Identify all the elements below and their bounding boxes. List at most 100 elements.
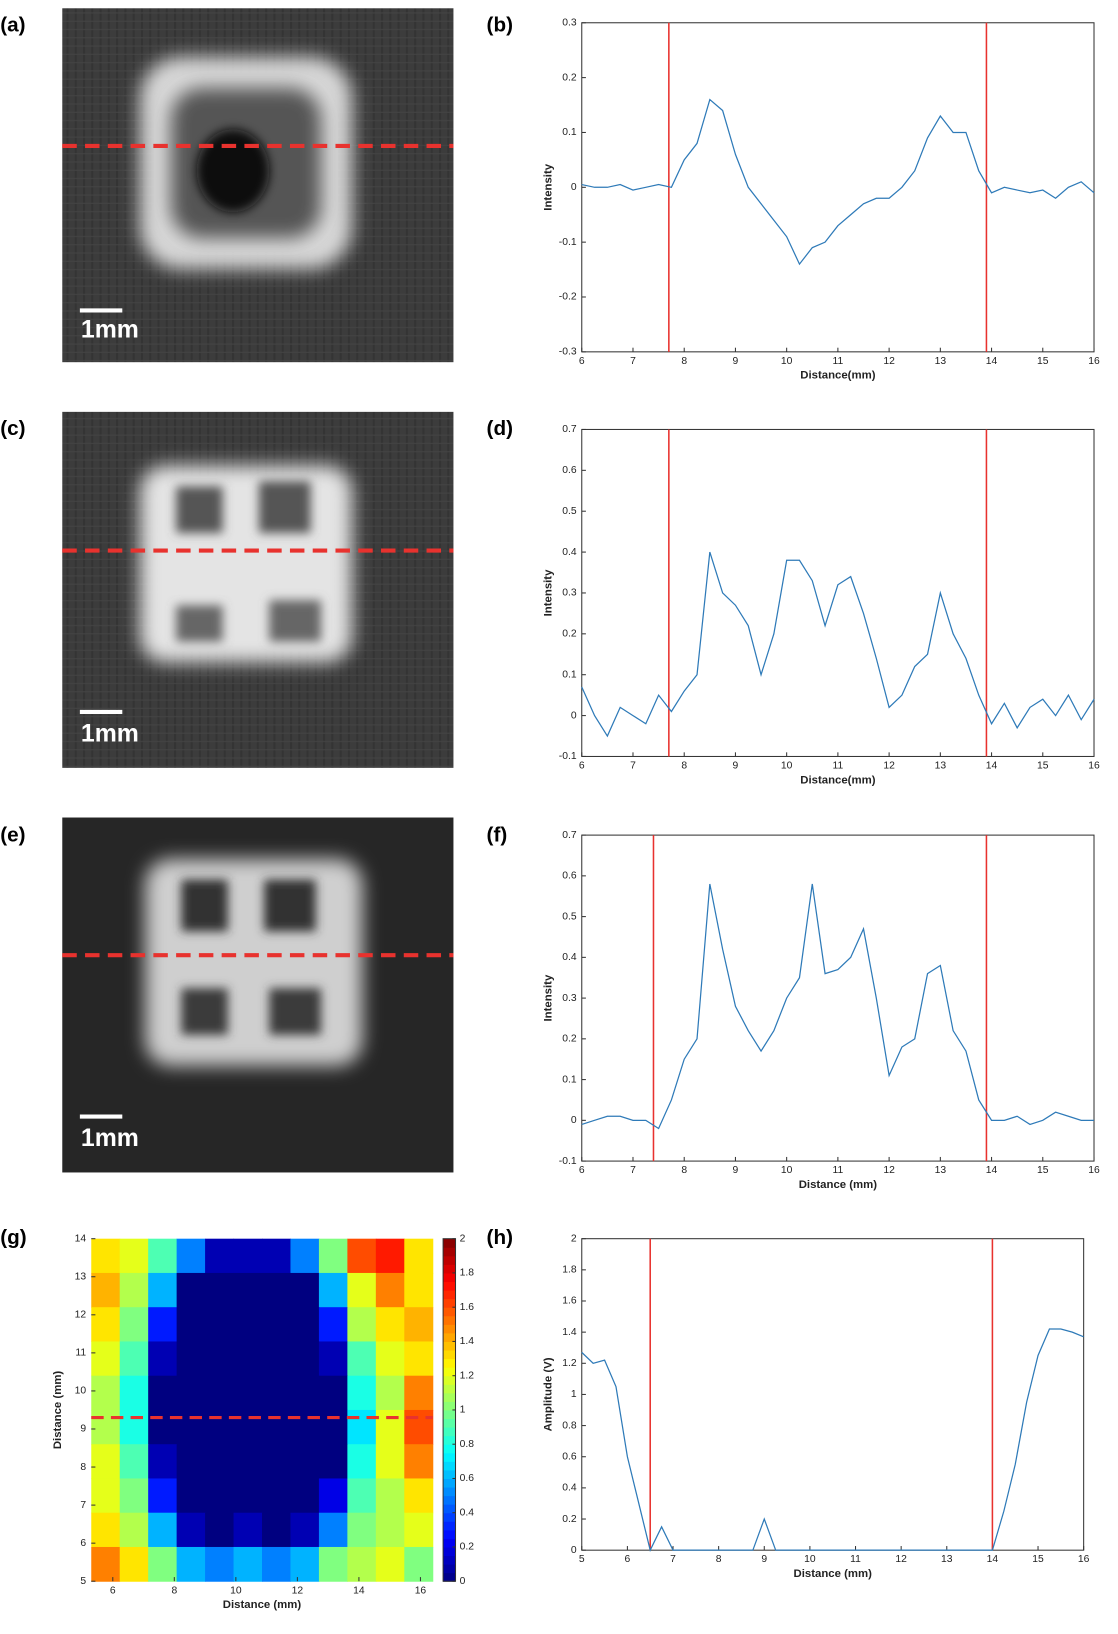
y-tick-label: 9 [80,1424,86,1435]
colorbar-tick-label: 2 [460,1233,466,1244]
colorbar-swatch [443,1315,456,1325]
x-tick-label: 8 [681,1165,687,1176]
y-tick-label: 0.4 [562,547,577,558]
heatmap-cell [262,1375,291,1411]
colorbar-swatch [443,1504,456,1514]
heatmap-cell [375,1512,405,1548]
heatmap-cell [347,1409,377,1445]
x-tick-label: 13 [941,1554,953,1565]
x-axis-label: Distance (mm) [799,1179,878,1191]
colorbar-swatch [443,1435,456,1445]
colorbar-swatch [443,1427,456,1437]
heatmap-cell [91,1444,121,1479]
x-tick-label: 7 [630,356,636,367]
heatmap-cell [148,1409,178,1445]
y-tick-label: 6 [80,1538,86,1549]
heatmap-cell [205,1341,235,1377]
y-tick-label: 0.1 [562,1074,577,1085]
plot-frame [581,834,1095,1162]
heatmap-cell [318,1375,348,1411]
x-axis-label: Distance (mm) [794,1568,873,1580]
heatmap-cell [290,1272,320,1308]
colorbar-swatch [443,1469,456,1479]
heatmap-cell [233,1272,263,1308]
heatmap-cell [290,1478,320,1514]
heatmap-cell [262,1272,291,1308]
heatmap-cell [347,1478,377,1514]
y-tick-label: 0.7 [562,424,577,435]
colorbar-tick-label: 1.2 [460,1370,475,1381]
colorbar-swatch [443,1495,456,1505]
heatmap-cell [205,1375,235,1411]
x-tick-label: 10 [781,356,793,367]
x-tick-label: 15 [1037,761,1049,772]
heatmap-cell [318,1409,348,1445]
colorbar-tick-label: 1.6 [460,1302,475,1313]
heatmap-cell [318,1238,348,1274]
x-tick-label: 13 [935,761,947,772]
y-tick-label: 5 [80,1576,86,1587]
y-tick-label: 0.2 [562,1034,577,1045]
heatmap-cell [404,1444,434,1479]
y-tick-label: 12 [75,1310,87,1321]
heatmap-cell [205,1307,235,1342]
y-tick-label: -0.1 [559,1156,577,1167]
heatmap-cell [404,1375,434,1411]
chart-panel: (f) 6 7 8 9 10 11 12 13 14 15 16 -0.1 0 0.1 0.2 0.3 0.4 0.… [487,824,1100,1191]
colorbar-tick-label: 0.4 [460,1507,475,1518]
colorbar-swatch [443,1392,456,1402]
x-tick-label: 11 [833,1165,844,1176]
colorbar-swatch [443,1564,456,1574]
heatmap-cell [205,1512,235,1548]
sample-dark [176,605,223,642]
x-tick-label: 10 [781,1165,793,1176]
heatmap-cell [347,1238,377,1274]
y-tick-label: 13 [75,1271,87,1282]
heatmap-cell [347,1512,377,1548]
heatmap-cell [91,1375,121,1411]
heatmap-cell [290,1375,320,1411]
heatmap-cell [347,1272,377,1308]
panel-label: (a) [0,13,25,36]
heatmap-cell [91,1478,121,1514]
heatmap-cell [375,1546,405,1582]
heatmap-cell [148,1546,178,1582]
y-tick-label: 1 [571,1389,577,1400]
heatmap-cell [347,1444,377,1479]
colorbar-tick-label: 1.8 [460,1268,475,1279]
heatmap-cell [404,1341,434,1377]
x-tick-label: 12 [883,1165,895,1176]
heatmap-cell [404,1478,434,1514]
heatmap-cell [119,1307,149,1342]
y-tick-label: 14 [75,1233,87,1244]
y-tick-label: 0.5 [562,506,577,517]
colorbar-swatch [443,1572,456,1582]
heatmap-cell [91,1307,121,1342]
panel-label: (f) [487,824,508,847]
y-tick-label: 0 [571,182,577,193]
heatmap-cell [347,1307,377,1342]
colorbar-tick-label: 1.4 [460,1336,475,1347]
heatmap-cell [205,1478,235,1514]
y-tick-label: 0.3 [562,18,577,29]
y-tick-label: 0.3 [562,993,577,1004]
x-tick-label: 7 [670,1554,676,1565]
heatmap-cell [404,1272,434,1308]
heatmap-cell [262,1512,291,1548]
plot-frame [581,1238,1085,1551]
x-tick-label: 15 [1037,1165,1049,1176]
y-tick-label: -0.2 [559,292,577,303]
heatmap-cell [233,1546,263,1582]
heatmap-cell [148,1341,178,1377]
y-tick-label: 0.8 [562,1420,577,1431]
heatmap-cell [119,1341,149,1377]
heatmap-cell [148,1238,178,1274]
x-tick-label: 16 [1088,761,1100,772]
chart-panel: (d) 6 7 8 9 10 11 12 13 14 15 16 -0.1 0 0.1 0.2 0.3 0.4 0.… [487,417,1100,786]
heatmap-cell [262,1409,291,1445]
x-tick-label: 14 [987,1554,999,1565]
heatmap-cell [176,1238,206,1274]
colorbar-swatch [443,1332,456,1342]
heatmap-cell [375,1444,405,1479]
colorbar-swatch [443,1461,456,1471]
